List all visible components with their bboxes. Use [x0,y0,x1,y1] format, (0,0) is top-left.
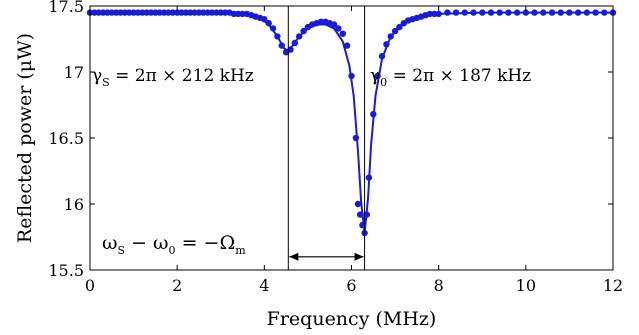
data-point [531,9,538,16]
data-point [104,9,111,16]
data-point [265,20,272,27]
data-point [221,9,229,16]
data-point [426,10,434,18]
data-point [452,9,460,16]
data-point [435,10,442,18]
data-point [479,9,486,16]
data-point [431,10,438,18]
y-tick-label: 16 [64,195,84,214]
data-point [269,25,277,32]
y-tick-label: 16.5 [48,129,84,148]
arrow-head-right [354,252,364,261]
data-point [213,9,220,16]
axis-ticks: 0 2 4 6 8 10 12 15.5 16 16.5 17 17.5 [48,0,623,295]
data-point [330,21,338,28]
data-point [296,33,303,40]
x-tick-label: 4 [259,276,269,295]
data-point [383,41,390,48]
x-tick-label: 0 [85,276,95,295]
data-point [156,9,163,16]
data-layer [86,9,617,237]
data-point [191,9,198,16]
data-point [239,10,246,18]
data-point [169,9,176,16]
data-point [134,9,142,16]
x-tick-label: 10 [516,276,536,295]
data-point [387,33,394,40]
data-point [126,9,133,16]
y-tick-label: 17.5 [48,0,84,16]
data-point [391,27,399,35]
data-point [274,33,281,40]
data-point [95,9,102,16]
data-point [354,200,362,208]
x-tick-label: 12 [603,276,623,295]
x-axis-label: Frequency (MHz) [267,308,437,330]
data-point [343,42,351,49]
data-point [505,9,512,16]
x-tick-label: 2 [172,276,182,295]
data-point [359,221,366,229]
y-axis-label: Reflected power (μW) [14,33,36,243]
width-arrow [289,252,364,261]
data-point [147,9,155,16]
data-point [230,10,237,18]
data-point [187,9,194,16]
data-point [574,9,582,16]
vertical-lines [287,6,366,270]
arrow-head-left [289,252,299,261]
data-point [378,53,386,60]
data-point [557,9,564,16]
data-point [487,9,495,16]
x-tick-label: 8 [434,276,444,295]
data-point [592,9,599,16]
data-point [513,9,521,16]
annotation-gamma-s: γS = 2π × 212 kHz [92,66,254,89]
data-point [348,72,355,80]
data-point [357,211,364,218]
data-point [339,30,346,37]
data-point [108,9,116,16]
data-point [208,9,216,16]
data-point [470,9,477,16]
data-point [540,9,547,16]
data-point [317,18,325,25]
data-point [496,9,503,16]
data-point [178,9,185,16]
data-point [287,46,294,53]
data-point [601,9,608,16]
data-point [374,72,381,80]
data-point [200,9,207,16]
data-point [139,9,146,16]
data-point [583,9,591,16]
data-point [352,134,360,142]
data-point [278,42,285,49]
annotation-gamma-0: γ0 = 2π × 187 kHz [370,66,531,89]
data-point [522,9,529,16]
x-tick-label: 6 [346,276,356,295]
data-point [165,9,172,16]
y-tick-label: 17 [64,63,84,82]
data-point [335,25,342,32]
data-point [300,27,307,35]
data-point [291,39,298,47]
data-point [566,9,573,16]
data-point [548,9,556,16]
y-tick-label: 15.5 [48,261,84,280]
data-point [370,111,377,118]
plot-background [90,6,613,270]
data-point [365,174,373,181]
data-point [363,211,370,218]
data-point [396,23,403,31]
data-point [461,9,468,16]
data-point [444,9,451,16]
annotation-detuning: ωS − ω0 = −Ωm [102,232,246,257]
data-point [261,16,268,23]
data-point [117,9,124,16]
